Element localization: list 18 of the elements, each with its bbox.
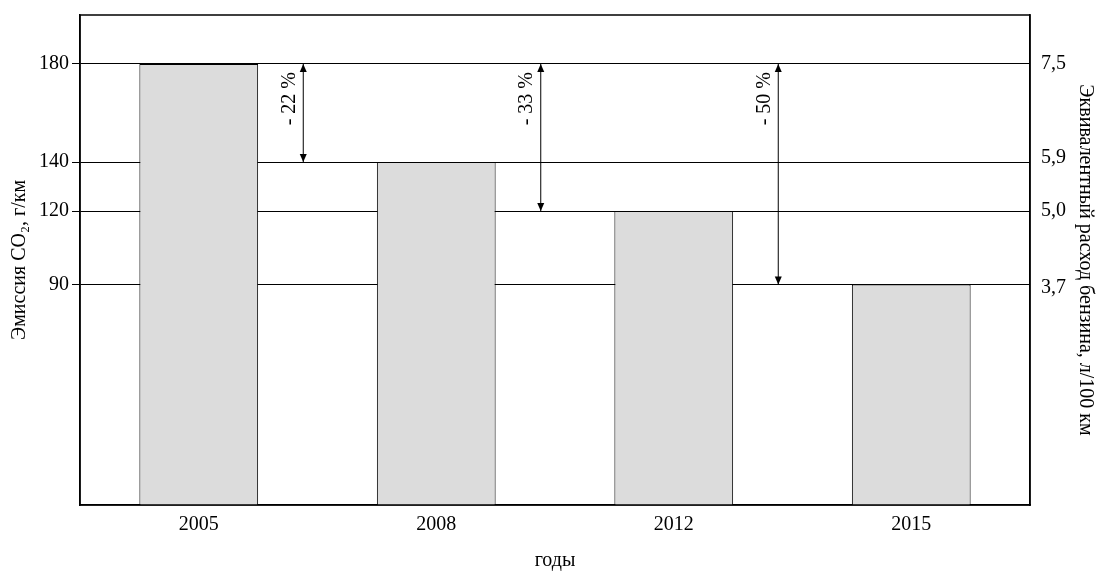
y-tick-label: 120	[39, 198, 69, 221]
y2-tick-label: 7,5	[1041, 51, 1066, 74]
y2-tick-label: 5,0	[1041, 198, 1066, 221]
y2-axis-title: Эквивалентный расход бензина, л/100 км	[1074, 84, 1098, 437]
annotation: - 50 %	[751, 72, 774, 126]
x-axis-title: годы	[534, 548, 576, 572]
y2-tick-label: 5,9	[1041, 145, 1066, 168]
x-tick-label: 2015	[891, 512, 932, 535]
x-tick-label: 2012	[653, 512, 694, 535]
y-axis-title: Эмиссия CO₂, г/км	[7, 179, 30, 341]
x-tick-label: 2008	[416, 512, 457, 535]
y2-tick-label: 3,7	[1041, 274, 1066, 297]
annotation: - 22 %	[276, 72, 299, 126]
y-tick-label: 140	[39, 149, 69, 172]
x-tick-label: 2005	[178, 512, 219, 535]
annotation: - 33 %	[514, 72, 536, 126]
y-tick-label: 180	[39, 51, 69, 74]
y-tick-label: 90	[49, 271, 69, 294]
